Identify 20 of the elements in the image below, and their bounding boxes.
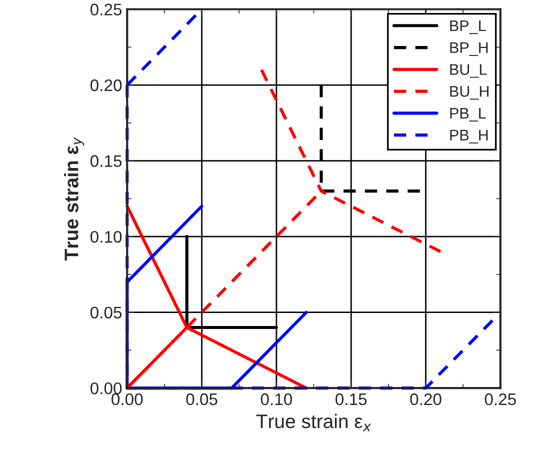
y-tick-label: 0.20 (90, 79, 122, 92)
legend-label: BP_L (450, 20, 486, 34)
y-tick-label: 0.25 (90, 4, 122, 16)
x-tick-label: 0.20 (410, 393, 442, 406)
legend-label: BU_H (450, 86, 488, 100)
y-tick-label: 0.10 (90, 230, 122, 243)
x-tick-label: 0.05 (186, 393, 218, 406)
legend-label: BP_H (450, 42, 488, 56)
x-tick-label: 0.25 (484, 393, 516, 406)
legend-label: PB_H (450, 130, 488, 144)
y-tick-label: 0.15 (90, 155, 122, 167)
legend-label: BU_L (450, 64, 487, 78)
x-tick-label: 0.15 (336, 393, 367, 406)
x-tick-label: 0.00 (112, 393, 143, 406)
legend-label: PB_L (450, 108, 486, 122)
y-axis-title: True strain ε$_{y}$ (64, 137, 84, 260)
x-axis-title: True strain ε$_{x}$ (256, 414, 372, 432)
y-tick-label: 0.05 (90, 306, 122, 319)
x-tick-label: 0.10 (260, 393, 292, 406)
y-tick-label: 0.00 (90, 382, 122, 394)
